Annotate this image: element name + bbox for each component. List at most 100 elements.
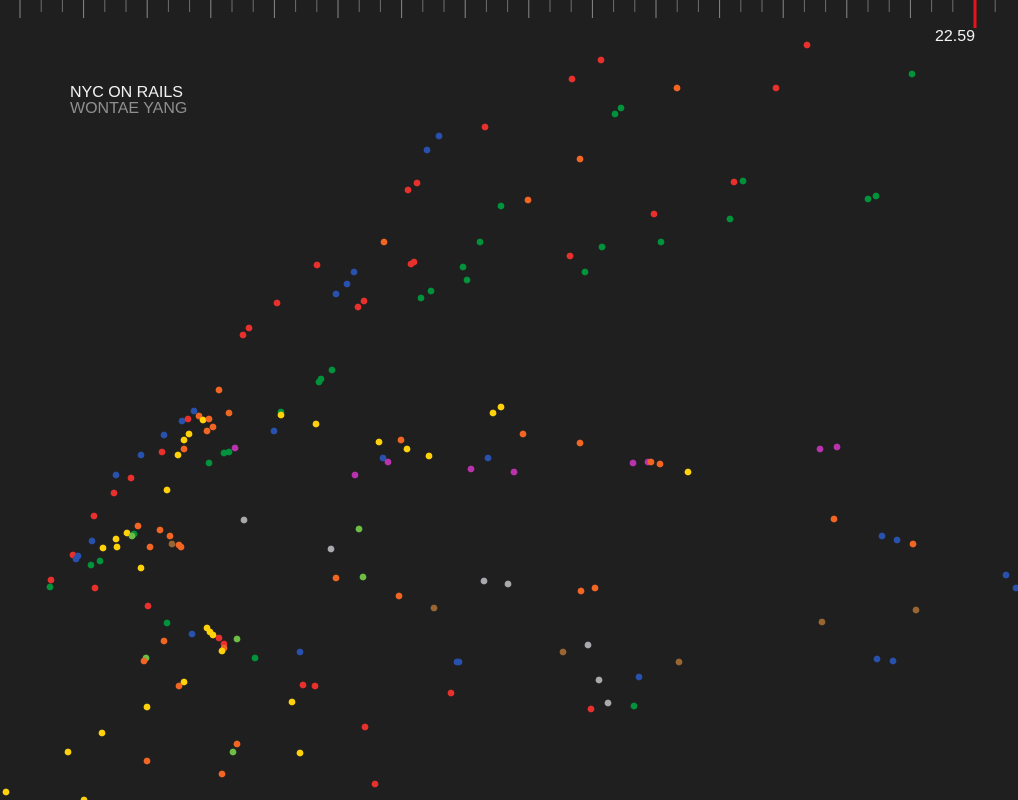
train-dot-red (273, 299, 281, 307)
train-dot-green (328, 366, 336, 374)
train-dot-green (163, 619, 171, 627)
train-dot-orange (576, 439, 584, 447)
train-dot-red (650, 210, 658, 218)
train-dot-orange (134, 522, 142, 530)
author-name: WONTAE YANG (70, 100, 188, 117)
train-dot-yellow (425, 452, 433, 460)
train-dot-yellow (64, 748, 72, 756)
train-dot-yellow (684, 468, 692, 476)
train-dot-green (251, 654, 259, 662)
train-dot-red (90, 512, 98, 520)
train-dot-green (739, 177, 747, 185)
train-dot-red (447, 689, 455, 697)
train-dot-orange (166, 532, 174, 540)
train-dot-green (581, 268, 589, 276)
train-dot-red (184, 415, 192, 423)
train-dot-red (144, 602, 152, 610)
train-dot-blue (1012, 584, 1018, 592)
train-dot-orange (656, 460, 664, 468)
train-dot-blue (423, 146, 431, 154)
timeline-scrubber[interactable] (19, 0, 996, 18)
train-dot-green (864, 195, 872, 203)
train-dot-orange (233, 740, 241, 748)
train-dot-blue (332, 290, 340, 298)
train-dot-yellow (403, 445, 411, 453)
train-dot-blue (484, 454, 492, 462)
train-dot-blue (88, 537, 96, 545)
train-dot-purple (629, 459, 637, 467)
train-dot-purple (467, 465, 475, 473)
train-dot-green (417, 294, 425, 302)
train-dot-blue (435, 132, 443, 140)
train-layer (2, 41, 1018, 800)
train-dot-green (726, 215, 734, 223)
train-dot-red (371, 780, 379, 788)
train-dot-brown (168, 540, 176, 548)
train-dot-brown (559, 648, 567, 656)
train-dot-yellow (497, 403, 505, 411)
train-dot-orange (395, 592, 403, 600)
train-dot-blue (889, 657, 897, 665)
train-dot-orange (180, 445, 188, 453)
train-dot-purple (816, 445, 824, 453)
train-dot-green (315, 378, 323, 386)
train-dot-blue (270, 427, 278, 435)
train-dot-orange (830, 515, 838, 523)
train-dot-lightgreen (355, 525, 363, 533)
train-dot-red (245, 324, 253, 332)
train-dot-green (617, 104, 625, 112)
train-dot-orange (205, 415, 213, 423)
train-dot-red (360, 297, 368, 305)
train-dot-red (215, 634, 223, 642)
train-dot-red (354, 303, 362, 311)
train-dot-blue (873, 655, 881, 663)
train-dot-lightgreen (359, 573, 367, 581)
train-dot-green (96, 557, 104, 565)
train-dot-green (611, 110, 619, 118)
train-dot-red (313, 261, 321, 269)
train-dot-orange (156, 526, 164, 534)
train-dot-yellow (113, 543, 121, 551)
train-dot-gray (327, 545, 335, 553)
train-dot-orange (397, 436, 405, 444)
train-dot-red (311, 682, 319, 690)
train-dot-red (481, 123, 489, 131)
train-dot-lightgreen (128, 532, 136, 540)
train-dot-red (566, 252, 574, 260)
train-dot-red (110, 489, 118, 497)
train-dot-blue (72, 555, 80, 563)
train-dot-orange (647, 458, 655, 466)
train-dot-red (597, 56, 605, 64)
train-dot-green (46, 583, 54, 591)
train-dot-yellow (80, 796, 88, 800)
train-dot-red (299, 681, 307, 689)
train-dot-green (459, 263, 467, 271)
train-dot-yellow (199, 416, 207, 424)
train-dot-blue (188, 630, 196, 638)
train-dot-yellow (123, 529, 131, 537)
train-dot-gray (504, 580, 512, 588)
train-dot-orange (380, 238, 388, 246)
train-dot-green (630, 702, 638, 710)
train-dot-yellow (98, 729, 106, 737)
train-dot-orange (215, 386, 223, 394)
train-dot-green (205, 459, 213, 467)
train-dot-red (47, 576, 55, 584)
train-dot-lightgreen (229, 748, 237, 756)
train-dot-red (730, 178, 738, 186)
train-dot-blue (455, 658, 463, 666)
train-dot-lightgreen (233, 635, 241, 643)
train-dot-yellow (180, 436, 188, 444)
train-dot-orange (673, 84, 681, 92)
train-dot-purple (351, 471, 359, 479)
train-dot-purple (231, 444, 239, 452)
train-dot-gray (584, 641, 592, 649)
train-dot-blue (350, 268, 358, 276)
train-dot-yellow (218, 647, 226, 655)
train-dot-orange (591, 584, 599, 592)
train-dot-green (463, 276, 471, 284)
train-dot-yellow (99, 544, 107, 552)
train-dot-red (803, 41, 811, 49)
train-dot-orange (524, 196, 532, 204)
